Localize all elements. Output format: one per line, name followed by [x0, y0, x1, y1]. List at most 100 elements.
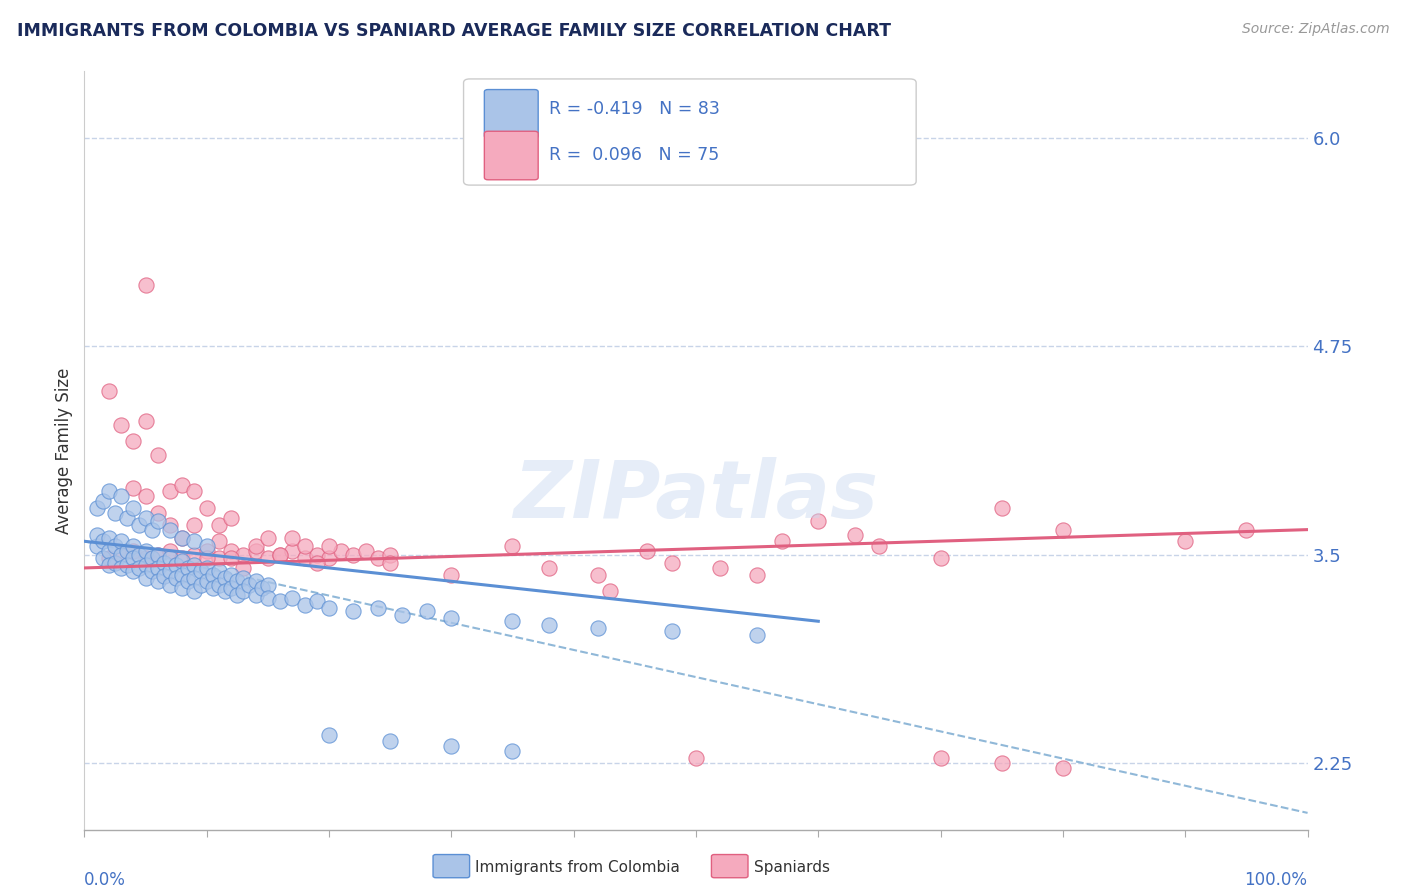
Point [586, 567, 609, 582]
Point [190, 577, 212, 591]
Y-axis label: Average Family Size: Average Family Size [55, 368, 73, 533]
Point [190, 564, 212, 578]
FancyBboxPatch shape [484, 131, 538, 180]
Point [685, 751, 707, 765]
Point [183, 584, 205, 599]
Point [318, 539, 340, 553]
Point [195, 561, 218, 575]
Point [146, 561, 169, 575]
Point [153, 569, 176, 583]
Point [128, 517, 150, 532]
Point [440, 739, 463, 754]
Point [97, 558, 120, 572]
Point [122, 434, 145, 449]
Point [195, 500, 218, 515]
Point [110, 534, 132, 549]
Point [183, 548, 205, 562]
Point [367, 550, 389, 565]
Point [110, 561, 132, 575]
Point [305, 548, 328, 562]
Point [91, 550, 114, 565]
Point [122, 550, 145, 565]
Point [97, 384, 120, 399]
Point [97, 531, 120, 545]
Point [172, 531, 194, 545]
Point [305, 594, 328, 608]
Point [380, 734, 402, 748]
Point [929, 751, 952, 765]
Point [709, 561, 731, 575]
Point [661, 624, 683, 639]
Point [195, 550, 218, 565]
Point [159, 564, 181, 578]
FancyBboxPatch shape [484, 89, 538, 138]
Point [97, 550, 120, 565]
Point [232, 571, 254, 585]
Point [172, 550, 194, 565]
Point [141, 523, 163, 537]
Text: R = -0.419   N = 83: R = -0.419 N = 83 [550, 100, 720, 119]
Point [281, 544, 304, 558]
Point [502, 614, 524, 628]
Point [201, 581, 224, 595]
Point [844, 527, 866, 541]
Point [183, 517, 205, 532]
Point [122, 564, 145, 578]
Point [183, 558, 205, 572]
Point [91, 494, 114, 508]
Point [177, 574, 200, 589]
Point [97, 544, 120, 558]
Point [159, 550, 181, 565]
Point [232, 584, 254, 599]
Point [208, 534, 231, 549]
Point [172, 477, 194, 491]
Point [208, 577, 231, 591]
Point [135, 550, 157, 565]
Point [1174, 534, 1197, 549]
Point [294, 550, 316, 565]
Point [269, 548, 291, 562]
Point [146, 574, 169, 589]
Point [1052, 761, 1074, 775]
Point [104, 506, 127, 520]
Point [195, 574, 218, 589]
Point [342, 604, 364, 618]
Point [183, 571, 205, 585]
Point [135, 277, 157, 292]
Point [86, 500, 108, 515]
Point [342, 548, 364, 562]
Point [440, 567, 463, 582]
Text: Immigrants from Colombia: Immigrants from Colombia [475, 860, 681, 874]
Point [122, 544, 145, 558]
Point [318, 550, 340, 565]
Point [135, 558, 157, 572]
Point [110, 417, 132, 432]
Point [115, 558, 138, 572]
Point [208, 517, 231, 532]
Point [159, 544, 181, 558]
Point [318, 601, 340, 615]
Point [146, 514, 169, 528]
Point [135, 544, 157, 558]
Point [281, 531, 304, 545]
Point [232, 548, 254, 562]
Point [165, 571, 187, 585]
Point [245, 539, 267, 553]
Point [245, 588, 267, 602]
Point [97, 484, 120, 499]
Point [991, 500, 1014, 515]
Point [110, 548, 132, 562]
Point [159, 484, 181, 499]
Point [1052, 523, 1074, 537]
Point [257, 550, 280, 565]
Point [135, 414, 157, 428]
Point [502, 539, 524, 553]
Point [416, 604, 439, 618]
Point [86, 527, 108, 541]
Point [232, 561, 254, 575]
Point [305, 556, 328, 570]
Point [257, 591, 280, 605]
Point [281, 591, 304, 605]
Text: 100.0%: 100.0% [1244, 871, 1308, 889]
Point [135, 511, 157, 525]
